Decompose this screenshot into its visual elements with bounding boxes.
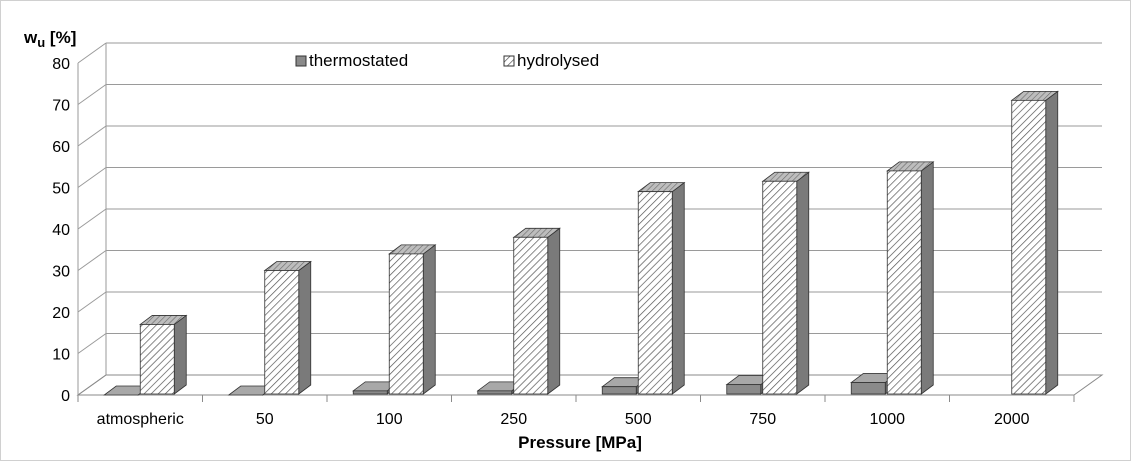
x-tick-label: 750	[749, 411, 776, 428]
gridline-depth	[77, 42, 107, 64]
x-tick-label: atmospheric	[97, 411, 184, 428]
legend-label-thermostated: thermostated	[309, 51, 408, 70]
gridline-depth	[77, 291, 107, 313]
x-tick-label: 50	[256, 411, 274, 428]
y-tick-label: 30	[52, 264, 70, 281]
gridline-depth	[77, 125, 107, 147]
y-tick-label: 0	[61, 388, 70, 405]
bar-hydrolysed	[388, 244, 437, 395]
bar-hydrolysed	[886, 161, 935, 395]
floor	[76, 374, 1104, 396]
bar-hydrolysed	[1010, 90, 1059, 395]
gridline-depth	[77, 250, 107, 271]
legend: thermostated hydrolysed	[295, 51, 599, 70]
y-tick-label: 20	[52, 305, 70, 322]
bar-hydrolysed	[512, 227, 561, 395]
bars	[103, 90, 1059, 396]
x-tick-label: 250	[500, 411, 527, 428]
x-axis-title: Pressure [MPa]	[518, 433, 642, 452]
legend-swatch-thermostated	[295, 55, 307, 67]
y-axis-title-sub: u	[37, 35, 45, 50]
bar-hydrolysed	[139, 314, 188, 395]
gridline-depth	[77, 208, 107, 230]
bar-hydrolysed	[761, 171, 810, 395]
gridline-depth	[77, 333, 107, 354]
gridlines	[77, 42, 1102, 396]
y-tick-label: 10	[52, 347, 70, 364]
y-tick-label: 80	[52, 56, 70, 73]
y-axis-title-unit: [%]	[45, 28, 76, 47]
legend-swatch-hydrolysed	[503, 55, 515, 67]
gridline-depth	[77, 167, 107, 188]
x-tick-label: 2000	[994, 411, 1030, 428]
x-tick-label: 1000	[869, 411, 905, 428]
y-axis-title: wu [%]	[23, 28, 76, 50]
y-tick-label: 50	[52, 181, 70, 198]
legend-label-hydrolysed: hydrolysed	[517, 51, 599, 70]
axes	[76, 43, 1104, 402]
y-tick-label: 60	[52, 139, 70, 156]
x-tick-label: 500	[625, 411, 652, 428]
y-tick-label: 70	[52, 98, 70, 115]
y-tick-label: 40	[52, 222, 70, 239]
bar-hydrolysed	[263, 260, 312, 395]
x-tick-label: 100	[376, 411, 403, 428]
gridline-depth	[77, 84, 107, 105]
bar-hydrolysed	[637, 181, 686, 395]
y-tick-labels: 0 10 20 30 40 50 60 70 80	[52, 56, 70, 405]
x-tick-labels: atmospheric 50 100 250 500 750 1000 2000	[97, 411, 1030, 428]
